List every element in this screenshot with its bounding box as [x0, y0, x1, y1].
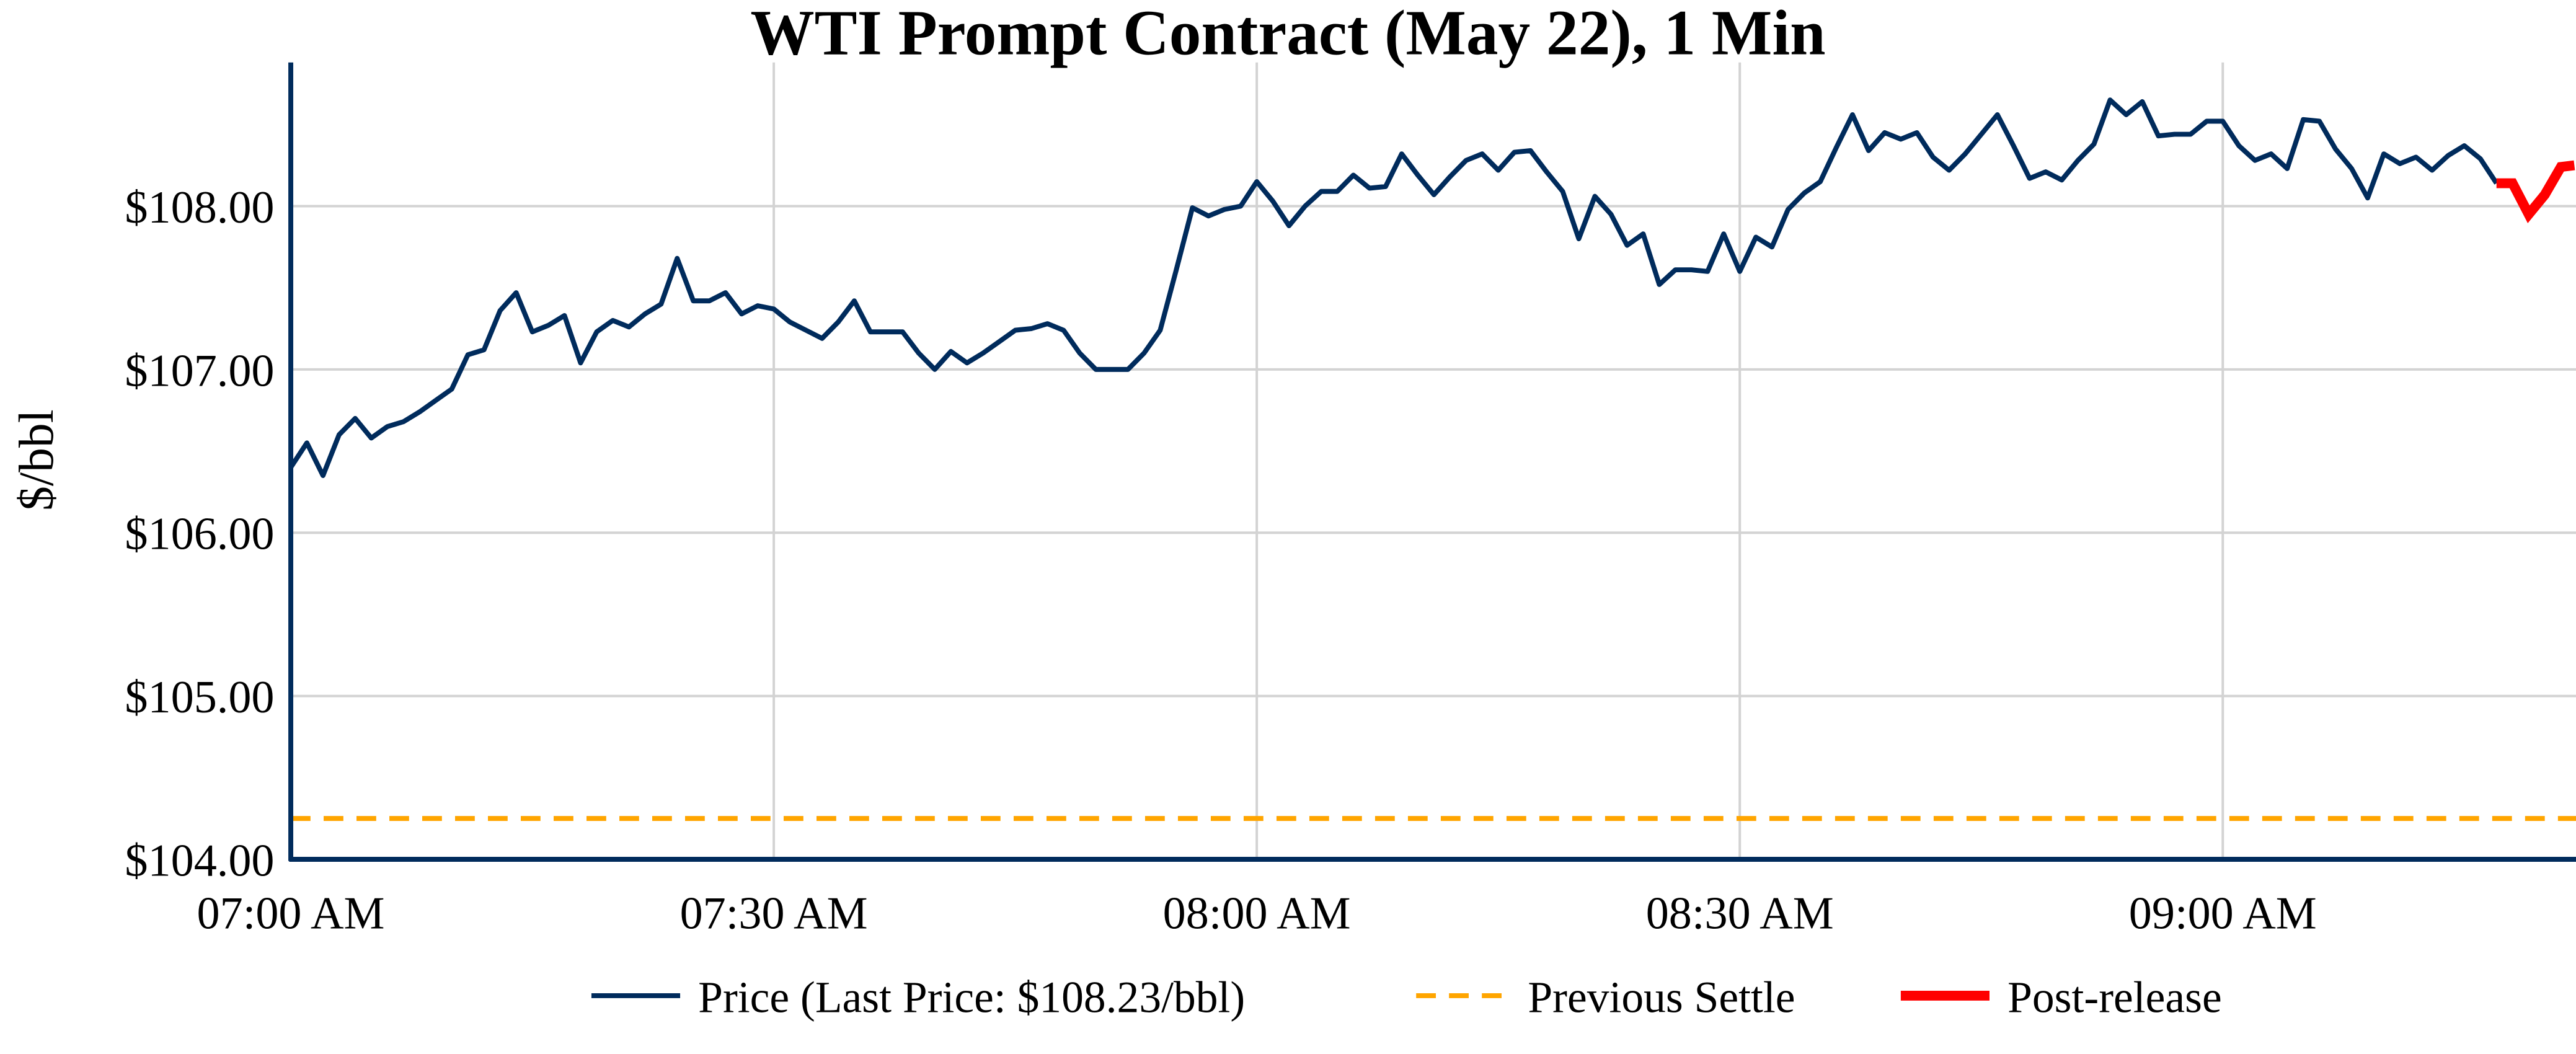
x-tick-label: 08:00 AM	[1163, 888, 1351, 939]
price-line	[288, 97, 2499, 479]
legend-item-price[interactable]: Price (Last Price: $108.23/bbl)	[591, 973, 1245, 1022]
legend-label-post-release: Post-release	[2007, 973, 2222, 1022]
y-tick-label: $105.00	[125, 672, 274, 723]
x-axis-ticks: 07:00 AM 07:30 AM 08:00 AM 08:30 AM 09:00 AM	[197, 888, 2317, 939]
post-release-line	[2496, 160, 2575, 223]
y-tick-label: $107.00	[125, 345, 274, 396]
legend-item-previous-settle[interactable]: Previous Settle	[1416, 973, 1795, 1022]
legend-label-previous-settle: Previous Settle	[1528, 973, 1795, 1022]
x-tick-label: 09:00 AM	[2129, 888, 2317, 939]
y-tick-label: $108.00	[125, 182, 274, 233]
legend-label-price: Price (Last Price: $108.23/bbl)	[698, 973, 1245, 1022]
legend-item-post-release[interactable]: Post-release	[1900, 973, 2222, 1022]
y-axis-label: $/bbl	[9, 409, 64, 510]
chart-title: WTI Prompt Contract (May 22), 1 Min	[750, 0, 1825, 68]
gridlines	[291, 62, 2576, 859]
x-tick-label: 07:00 AM	[197, 888, 385, 939]
legend: Price (Last Price: $108.23/bbl) Previous…	[591, 973, 2222, 1022]
x-tick-label: 08:30 AM	[1646, 888, 1834, 939]
y-tick-label: $104.00	[125, 835, 274, 886]
x-tick-label: 07:30 AM	[680, 888, 868, 939]
y-axis-ticks: $104.00 $105.00 $106.00 $107.00 $108.00	[125, 182, 274, 887]
series-layer	[288, 97, 2576, 822]
y-tick-label: $106.00	[125, 509, 274, 560]
